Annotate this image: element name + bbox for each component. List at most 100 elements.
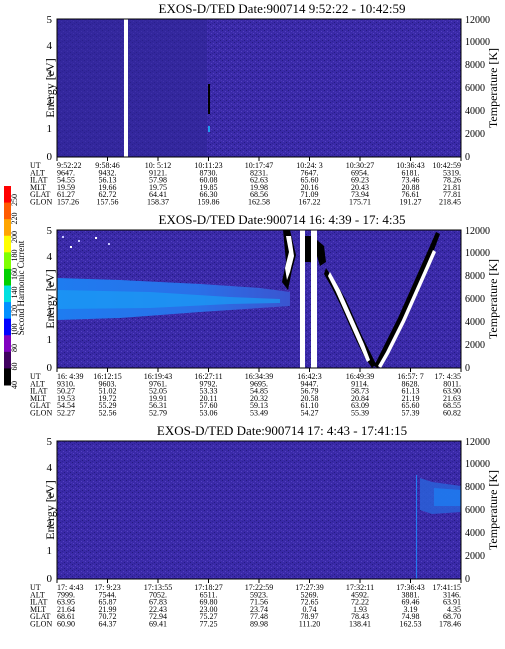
orbit-value: 56.31 — [149, 401, 167, 410]
orbit-row-label: GLAT — [30, 612, 51, 621]
orbit-value: 55.39 — [351, 409, 369, 418]
orbit-value: 68.61 — [57, 612, 75, 621]
panel-1-ytick: 3 — [47, 68, 53, 80]
orbit-value: 53.49 — [250, 409, 268, 418]
orbit-value: 9792. — [200, 379, 218, 388]
orbit-row-label: GLON — [30, 198, 52, 207]
orbit-row-label: UT — [30, 583, 41, 592]
orbit-value: 157.26 — [57, 198, 79, 207]
orbit-value: 20.58 — [301, 394, 319, 403]
orbit-value: 56.13 — [99, 176, 117, 185]
orbit-value: 56.79 — [301, 387, 319, 396]
orbit-value: 8011. — [443, 379, 461, 388]
orbit-value: 63.09 — [351, 401, 369, 410]
orbit-value: 17:36:43 — [396, 583, 424, 592]
colorbar-tick: 100 — [10, 324, 19, 336]
orbit-value: 5269. — [301, 590, 319, 599]
orbit-value: 73.46 — [402, 176, 420, 185]
panel-2-ytick: 0 — [47, 362, 53, 374]
orbit-value: 6954. — [351, 168, 369, 177]
panel-1-ylabel: Energy [eV] — [43, 58, 57, 117]
panel-1-y2tick: 0 — [465, 152, 470, 163]
colorbar-tick: 60 — [10, 363, 19, 371]
orbit-row-label: UT — [30, 161, 41, 170]
orbit-value: 9310. — [57, 379, 75, 388]
orbit-value: 3.19 — [404, 605, 418, 614]
orbit-row-label: ALT — [30, 379, 45, 388]
orbit-value: 19.98 — [250, 183, 268, 192]
orbit-value: 111.20 — [299, 620, 320, 629]
orbit-value: 69.23 — [351, 176, 369, 185]
orbit-value: 58.73 — [351, 387, 369, 396]
orbit-value: 9603. — [99, 379, 117, 388]
panel-3-spectrogram — [57, 441, 461, 579]
orbit-value: 65.87 — [99, 598, 117, 607]
orbit-row-label: MLT — [30, 605, 46, 614]
colorbar-swatch — [4, 219, 11, 237]
panel-3-y2tick: 12000 — [465, 437, 490, 448]
orbit-value: 16:34:39 — [245, 372, 273, 381]
orbit-value: 5923. — [250, 590, 268, 599]
orbit-value: 20.11 — [200, 394, 218, 403]
orbit-value: 77.48 — [250, 612, 268, 621]
panel-2-y2tick: 2000 — [465, 340, 485, 351]
colorbar-swatch — [4, 186, 11, 204]
orbit-value: 74.98 — [402, 612, 420, 621]
panel-2-ytick: 2 — [47, 307, 53, 319]
orbit-value: 68.70 — [443, 612, 461, 621]
orbit-value: 17: 4:35 — [435, 372, 461, 381]
colorbar-swatch — [4, 268, 11, 286]
orbit-value: 52.27 — [57, 409, 75, 418]
orbit-value: 175.71 — [349, 198, 371, 207]
panel-1-y2label: Temperature [K] — [486, 48, 500, 128]
panel-1-y2tick: 8000 — [465, 60, 485, 71]
panel-1-data-gap — [124, 19, 128, 157]
panel-2-y2ticks: 0 2000 4000 6000 8000 10000 12000 — [465, 226, 490, 374]
orbit-value: 10:42:59 — [433, 161, 461, 170]
colorbar-swatch — [4, 285, 11, 303]
orbit-value: 63.91 — [443, 598, 461, 607]
orbit-value: 9432. — [99, 168, 117, 177]
orbit-value: 17:22:59 — [245, 583, 273, 592]
panel-2-y2tick: 4000 — [465, 317, 485, 328]
panel-2-yticks: 0 1 2 3 4 5 — [47, 225, 53, 374]
orbit-value: 9:52:22 — [57, 161, 81, 170]
orbit-value: 10:24: 3 — [296, 161, 322, 170]
orbit-value: 57.39 — [402, 409, 420, 418]
orbit-value: 157.56 — [97, 198, 119, 207]
orbit-value: 159.86 — [198, 198, 220, 207]
orbit-value: 78.97 — [301, 612, 319, 621]
orbit-value: 57.98 — [149, 176, 167, 185]
orbit-value: 50.27 — [57, 387, 75, 396]
orbit-value: 65.60 — [402, 401, 420, 410]
orbit-value: 21.19 — [402, 394, 420, 403]
panel-2-y2tick: 12000 — [465, 226, 490, 237]
colorbar-tick: 140 — [10, 287, 19, 299]
orbit-value: 53.06 — [200, 409, 218, 418]
orbit-value: 16:19:43 — [144, 372, 172, 381]
panel-3-ytick: 2 — [47, 518, 53, 530]
panel-1-y2tick: 10000 — [465, 37, 490, 48]
panel-1-dim-region — [57, 19, 207, 157]
orbit-value: 218.45 — [439, 198, 461, 207]
orbit-row-label: GLAT — [30, 190, 51, 199]
orbit-value: 61.27 — [57, 190, 75, 199]
orbit-value: 21.63 — [443, 394, 461, 403]
orbit-value: 69.41 — [149, 620, 167, 629]
orbit-value: 10:36:43 — [396, 161, 424, 170]
panel-3-y2tick: 2000 — [465, 551, 485, 562]
orbit-value: 167.22 — [299, 198, 321, 207]
panel-2-band-core — [57, 290, 280, 309]
orbit-value: 66.30 — [200, 190, 218, 199]
orbit-value: 19.72 — [99, 394, 117, 403]
orbit-value: 22.43 — [149, 605, 167, 614]
orbit-value: 20.32 — [250, 394, 268, 403]
colorbar-tick: 40 — [10, 381, 19, 389]
orbit-value: 69.46 — [402, 598, 420, 607]
colorbar-ticks: 250 220 200 180 160 140 120 100 80 60 40 — [10, 194, 19, 389]
orbit-value: 3881. — [402, 590, 420, 599]
colorbar-swatch — [4, 252, 11, 270]
orbit-value: 20.43 — [351, 183, 369, 192]
